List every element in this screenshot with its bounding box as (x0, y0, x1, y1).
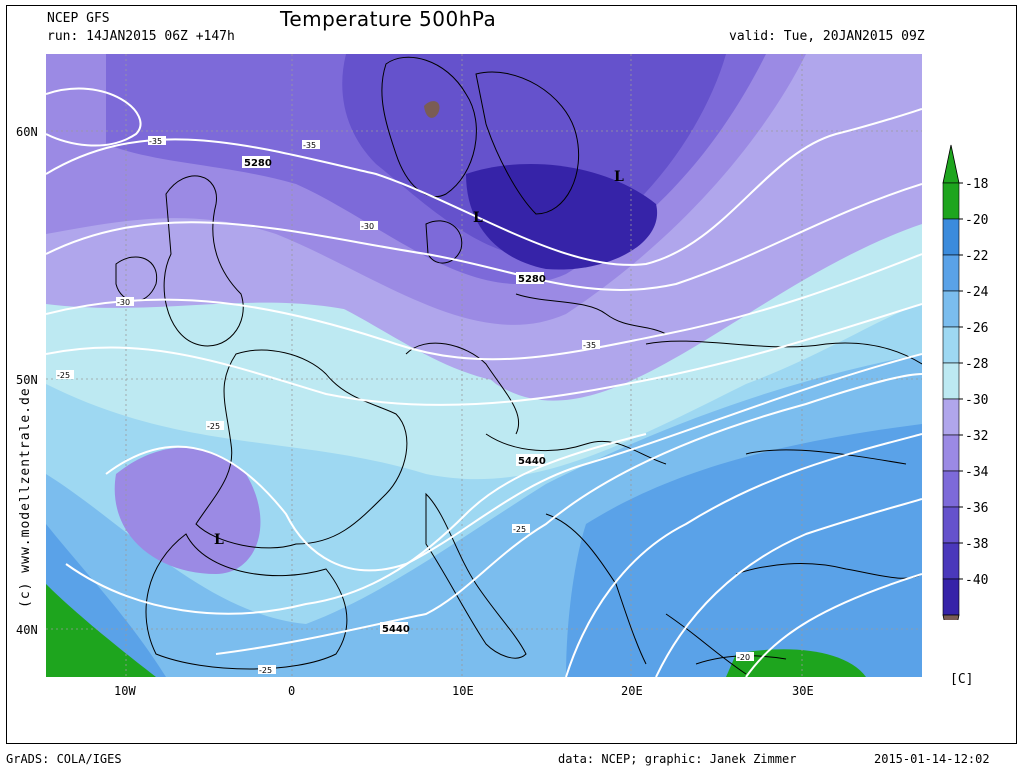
lat-label-40n: 40N (16, 623, 38, 637)
legend-swatch (942, 326, 960, 364)
legend-swatch (942, 434, 960, 472)
legend-tick-label: -36 (965, 501, 988, 516)
legend-tick-label: -32 (965, 429, 988, 444)
lon-label-10e: 10E (452, 684, 474, 698)
lon-label-30e: 30E (792, 684, 814, 698)
low-mark-iberia: L (214, 532, 224, 548)
lat-label-50n: 50N (16, 373, 38, 387)
svg-text:-25: -25 (513, 525, 526, 534)
fill-zone-40 (424, 101, 440, 118)
svg-text:-25: -25 (207, 422, 220, 431)
fill-zone-30b (114, 447, 261, 574)
legend-tick-label: -22 (965, 249, 988, 264)
legend-tick-label: -24 (965, 285, 989, 300)
fill-zone-20a (46, 584, 156, 677)
watermark: (c) www.modellzentrale.de (18, 387, 33, 608)
legend-swatch (942, 290, 960, 328)
figure-frame (6, 5, 1017, 744)
svg-text:-35: -35 (303, 141, 316, 150)
footer-software: GrADS: COLA/IGES (6, 752, 122, 766)
fill-zone-22 (566, 424, 922, 677)
svg-text:-35: -35 (149, 137, 162, 146)
legend-tick-label: -20 (965, 213, 988, 228)
svg-text:-30: -30 (117, 298, 130, 307)
legend-swatch (942, 542, 960, 580)
svg-text:-30: -30 (361, 222, 374, 231)
model-name: NCEP GFS (47, 11, 110, 26)
fill-zone-38 (466, 164, 658, 270)
temperature-map: 5280 5280 5440 5440 -35 -35 -35 -30 -30 … (46, 54, 922, 677)
lat-label-60n: 60N (16, 125, 38, 139)
coastlines (115, 56, 922, 675)
footer-credits: data: NCEP; graphic: Janek Zimmer (558, 752, 797, 766)
low-mark-denmark: L (473, 210, 483, 226)
legend-unit: [C] (950, 672, 974, 687)
isotherm-labels: -35 -35 -35 -30 -30 -25 -25 -25 -25 -20 (56, 136, 754, 675)
svg-text:-25: -25 (57, 371, 70, 380)
legend-swatch (942, 578, 960, 616)
legend-arrow-top (942, 144, 960, 184)
lon-label-0: 0 (288, 684, 296, 698)
legend-swatch (942, 470, 960, 508)
legend-tick-label: -34 (965, 465, 989, 480)
legend-swatch (942, 362, 960, 400)
contour-label-5280a: 5280 (244, 158, 272, 169)
footer-timestamp: 2015-01-14-12:02 (874, 752, 990, 766)
legend-tick-label: -30 (965, 393, 988, 408)
temperature-fill (46, 54, 922, 677)
valid-time: valid: Tue, 20JAN2015 09Z (729, 29, 925, 44)
contour-label-5440a: 5440 (518, 456, 546, 467)
low-pressure-marks: L L L (214, 169, 624, 548)
legend-tick-label: -26 (965, 321, 988, 336)
legend-tick-label: -40 (965, 573, 988, 588)
contour-labels: 5280 5280 5440 5440 (242, 156, 546, 635)
low-mark-baltic: L (614, 169, 624, 185)
legend-tick-label: -18 (965, 177, 988, 192)
svg-text:-35: -35 (583, 341, 596, 350)
legend-swatch (942, 182, 960, 220)
lon-label-20e: 20E (621, 684, 643, 698)
svg-text:-20: -20 (737, 653, 750, 662)
legend-swatch (942, 506, 960, 544)
legend-arrow-bottom (942, 614, 960, 620)
graticule (46, 54, 922, 677)
legend-swatch (942, 254, 960, 292)
legend-tick-label: -28 (965, 357, 988, 372)
legend-tick-label: -38 (965, 537, 988, 552)
contour-label-5280b: 5280 (518, 274, 546, 285)
contour-label-5440b: 5440 (382, 624, 410, 635)
legend-swatch (942, 398, 960, 436)
run-info: run: 14JAN2015 06Z +147h (47, 29, 235, 44)
color-legend: -18 -20 -22 -24 -26 -28 -30 -32 -34 -36 -38 -40 (942, 144, 989, 620)
lon-label-10w: 10W (114, 684, 136, 698)
map-title: Temperature 500hPa (280, 7, 497, 31)
legend-swatch (942, 218, 960, 256)
svg-text:-25: -25 (259, 666, 272, 675)
